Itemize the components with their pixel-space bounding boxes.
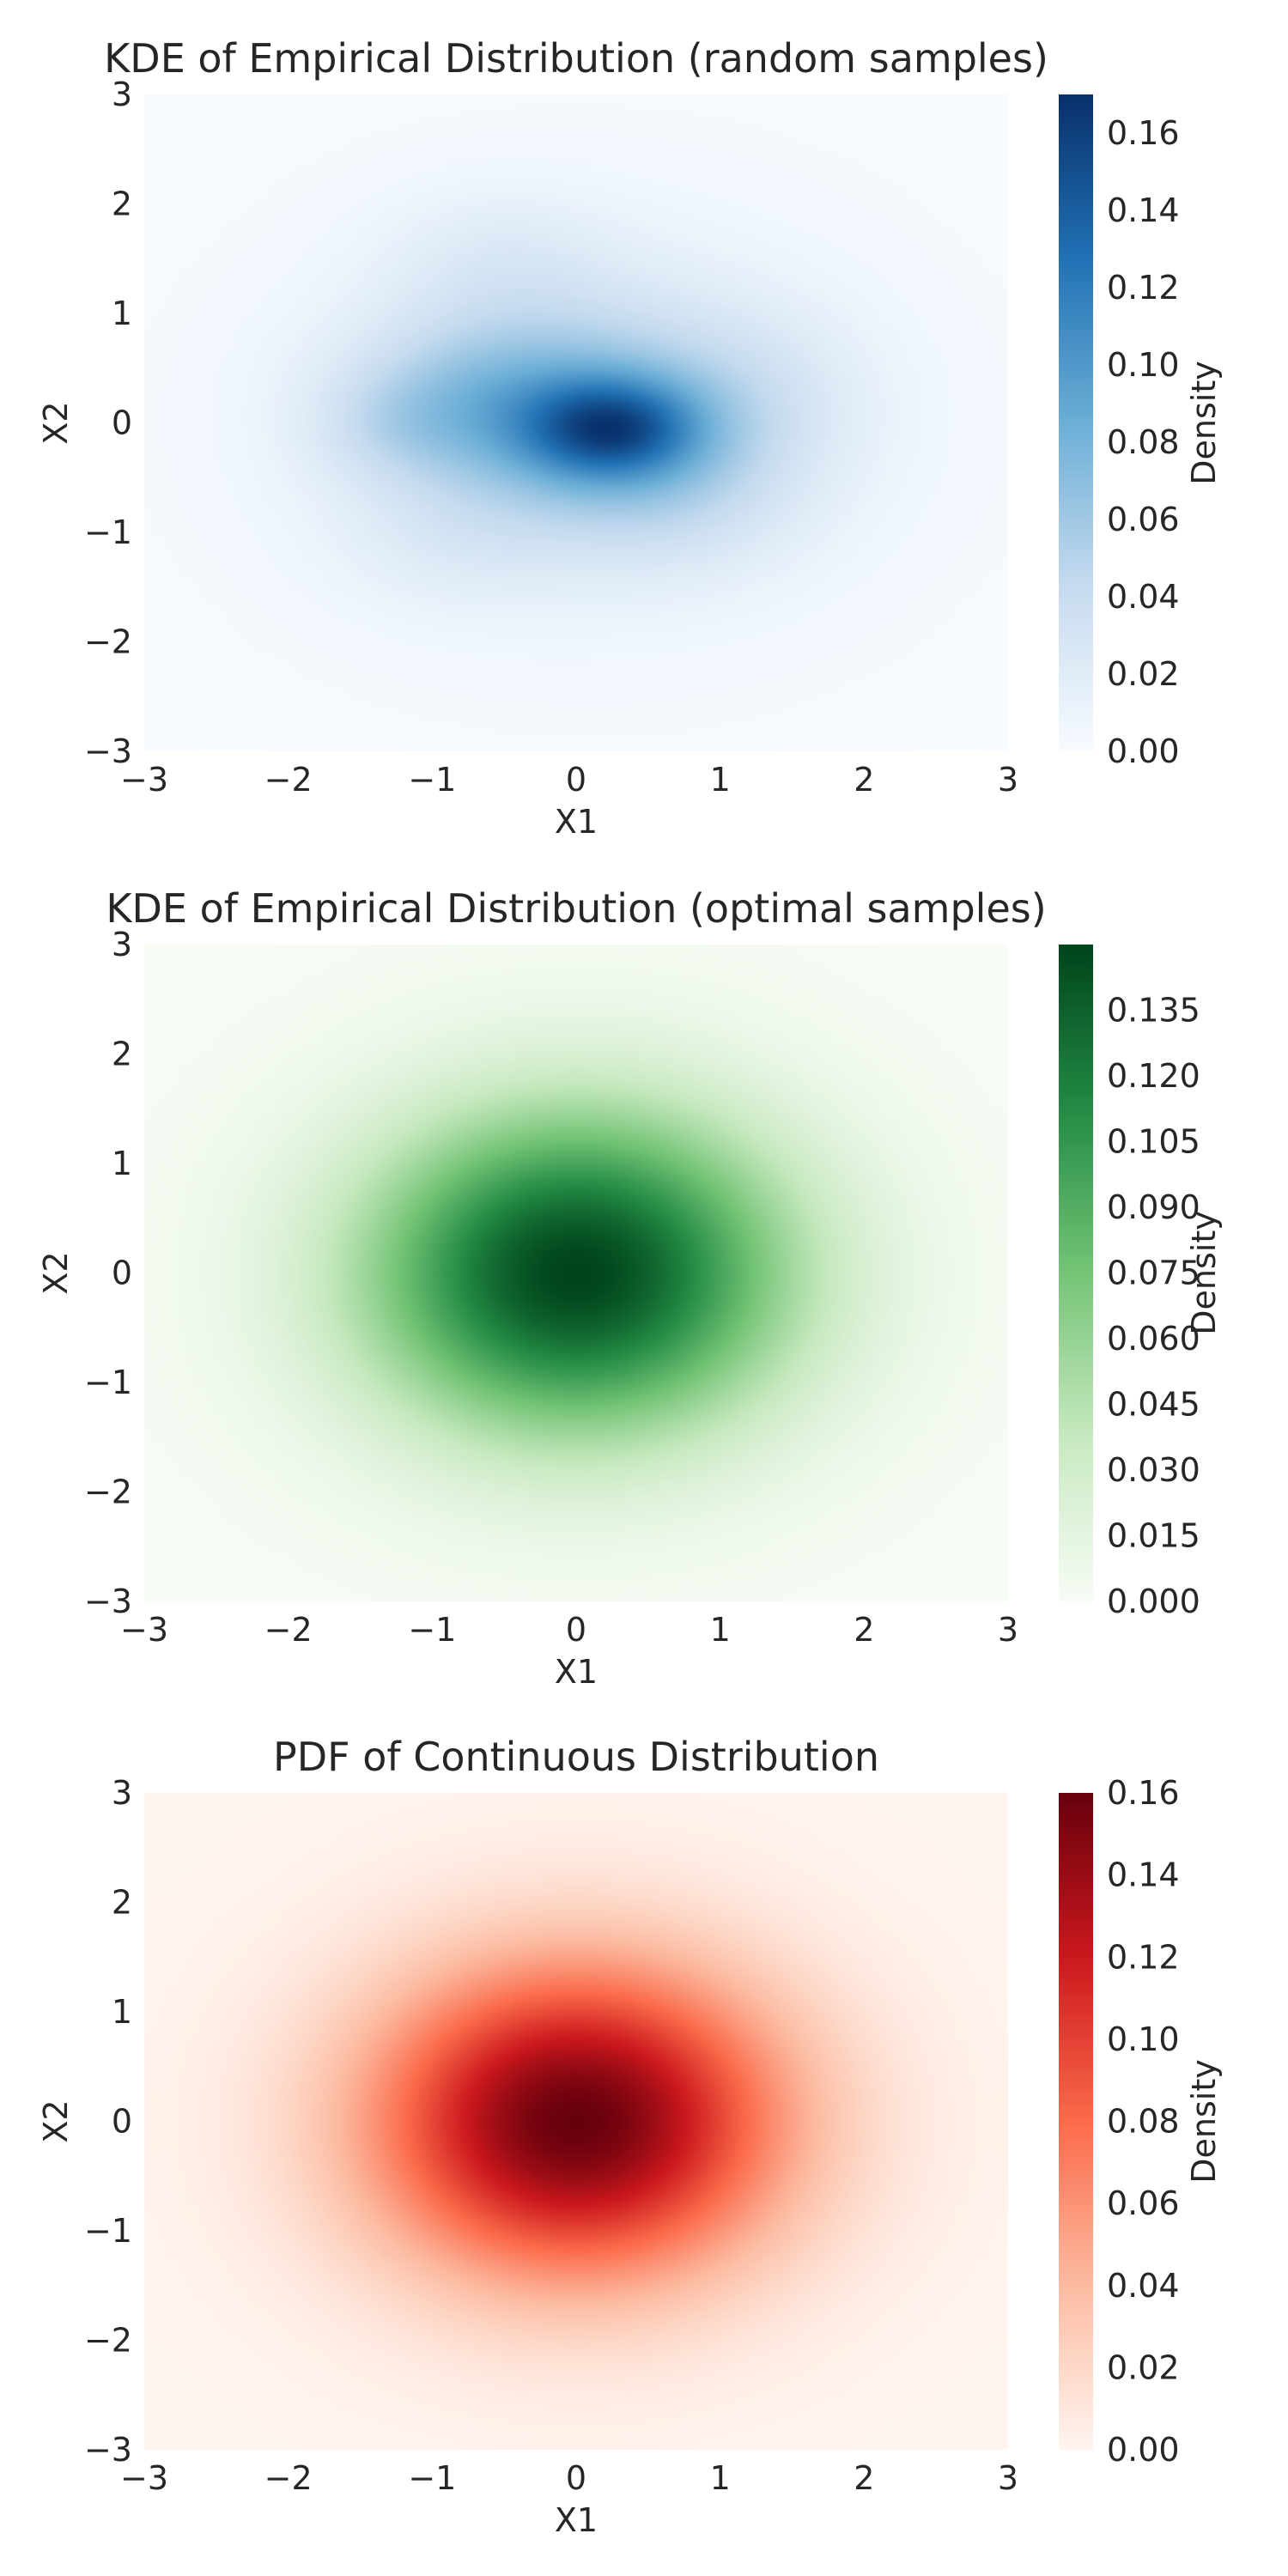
y-tick-label: 2 (112, 185, 132, 223)
x-axis-label: X1 (555, 803, 598, 841)
colorbar-tick-label: 0.060 (1107, 1320, 1200, 1358)
x-tick-label: 3 (998, 761, 1018, 799)
y-axis-label: X2 (37, 1251, 75, 1294)
x-tick-label: −3 (120, 1611, 168, 1649)
y-tick-label: −2 (84, 1473, 132, 1511)
x-axis-label: X1 (555, 2501, 598, 2539)
colorbar-tick-label: 0.135 (1107, 992, 1200, 1030)
colorbar-tick-label: 0.02 (1107, 655, 1180, 693)
colorbar-tick-label: 0.08 (1107, 2103, 1180, 2141)
y-tick-label: 0 (112, 404, 132, 442)
colorbar-label: Density (1185, 361, 1223, 484)
y-tick-label: 1 (112, 295, 132, 332)
colorbar-tick-label: 0.090 (1107, 1188, 1200, 1226)
colorbar-tick-label: 0.06 (1107, 501, 1180, 538)
y-tick-label: 3 (112, 926, 132, 963)
x-tick-label: 2 (854, 761, 874, 799)
colorbar-tick-label: 0.04 (1107, 578, 1180, 616)
colorbar (1059, 1793, 1093, 2450)
colorbar (1059, 945, 1093, 1601)
y-tick-label: 3 (112, 76, 132, 113)
chart-title: PDF of Continuous Distribution (273, 1734, 879, 1780)
x-tick-label: −1 (408, 761, 456, 799)
x-tick-label: 3 (998, 1611, 1018, 1649)
x-tick-label: 0 (566, 761, 586, 799)
chart-title: KDE of Empirical Distribution (random sa… (104, 35, 1048, 82)
colorbar-tick-label: 0.12 (1107, 269, 1180, 307)
colorbar-tick-label: 0.10 (1107, 346, 1180, 384)
density-surface (144, 1793, 1008, 2450)
y-tick-label: 0 (112, 2103, 132, 2141)
x-axis-label: X1 (555, 1653, 598, 1691)
y-tick-label: 3 (112, 1774, 132, 1812)
colorbar-tick-label: 0.00 (1107, 732, 1180, 770)
y-axis-label: X2 (37, 401, 75, 444)
y-tick-label: −2 (84, 623, 132, 661)
colorbar-tick-label: 0.16 (1107, 114, 1180, 152)
x-tick-label: −2 (264, 2459, 313, 2497)
x-tick-label: −1 (408, 1611, 456, 1649)
colorbar-tick-label: 0.02 (1107, 2348, 1180, 2386)
chart-panel-1: KDE of Empirical Distribution (random sa… (37, 35, 1223, 841)
y-tick-label: 2 (112, 1884, 132, 1922)
y-tick-label: 2 (112, 1036, 132, 1073)
x-tick-label: 3 (998, 2459, 1018, 2497)
y-tick-label: −3 (84, 732, 132, 770)
x-tick-label: 2 (854, 1611, 874, 1649)
y-tick-label: −3 (84, 2431, 132, 2469)
y-tick-label: −1 (84, 2212, 132, 2250)
x-tick-label: 1 (710, 1611, 731, 1649)
colorbar-tick-label: 0.04 (1107, 2267, 1180, 2305)
y-axis-label: X2 (37, 2099, 75, 2142)
x-tick-label: −2 (264, 1611, 313, 1649)
x-tick-label: −2 (264, 761, 313, 799)
colorbar-tick-label: 0.06 (1107, 2184, 1180, 2222)
colorbar-tick-label: 0.14 (1107, 191, 1180, 229)
x-tick-label: −1 (408, 2459, 456, 2497)
chart-title: KDE of Empirical Distribution (optimal s… (106, 885, 1046, 932)
colorbar-tick-label: 0.10 (1107, 2020, 1180, 2058)
x-tick-label: −3 (120, 761, 168, 799)
colorbar-label: Density (1185, 1211, 1223, 1334)
colorbar-tick-label: 0.105 (1107, 1123, 1200, 1161)
x-tick-label: 0 (566, 2459, 586, 2497)
y-tick-label: 1 (112, 1993, 132, 2031)
colorbar-tick-label: 0.14 (1107, 1856, 1180, 1894)
colorbar-tick-label: 0.12 (1107, 1938, 1180, 1976)
y-tick-label: −2 (84, 2322, 132, 2360)
colorbar (1059, 94, 1093, 751)
x-tick-label: 0 (566, 1611, 586, 1649)
colorbar-tick-label: 0.015 (1107, 1517, 1200, 1555)
colorbar-label: Density (1185, 2059, 1223, 2183)
y-tick-label: 1 (112, 1145, 132, 1182)
y-tick-label: −1 (84, 513, 132, 551)
colorbar-tick-label: 0.030 (1107, 1451, 1200, 1489)
colorbar-tick-label: 0.120 (1107, 1057, 1200, 1095)
density-surface (144, 94, 1008, 751)
chart-panel-2: KDE of Empirical Distribution (optimal s… (37, 885, 1223, 1691)
x-tick-label: 1 (710, 2459, 731, 2497)
colorbar-tick-label: 0.075 (1107, 1255, 1200, 1292)
x-tick-label: 2 (854, 2459, 874, 2497)
y-tick-label: 0 (112, 1255, 132, 1292)
density-surface (144, 945, 1008, 1601)
colorbar-tick-label: 0.000 (1107, 1583, 1200, 1620)
colorbar-tick-label: 0.08 (1107, 423, 1180, 461)
colorbar-tick-label: 0.00 (1107, 2431, 1180, 2469)
chart-panel-3: PDF of Continuous Distribution −3 −2 −1 0 1 2 3… (37, 1734, 1223, 2539)
x-tick-label: −3 (120, 2459, 168, 2497)
y-tick-label: −3 (84, 1583, 132, 1620)
colorbar-tick-label: 0.16 (1107, 1774, 1180, 1812)
x-tick-label: 1 (710, 761, 731, 799)
y-tick-label: −1 (84, 1364, 132, 1401)
colorbar-tick-label: 0.045 (1107, 1386, 1200, 1424)
